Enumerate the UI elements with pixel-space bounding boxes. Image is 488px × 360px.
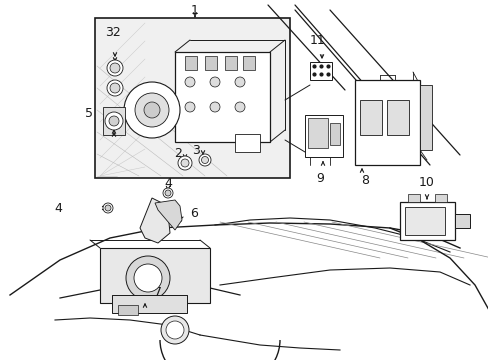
Circle shape [184,102,195,112]
Bar [175,52,269,142]
Circle shape [209,77,220,87]
Circle shape [110,83,120,93]
Bar [224,56,237,70]
Bar [359,100,381,135]
Bar [95,18,289,178]
Circle shape [199,154,210,166]
Bar [309,62,331,80]
Circle shape [105,112,123,130]
Bar [307,118,327,148]
Circle shape [235,77,244,87]
Circle shape [184,77,195,87]
Text: 11: 11 [309,33,325,46]
Text: 10: 10 [418,176,434,189]
Bar [112,295,186,313]
Circle shape [109,116,119,126]
Bar [204,56,217,70]
Circle shape [143,102,160,118]
Circle shape [126,256,170,300]
Bar [235,134,260,152]
Text: 6: 6 [190,207,198,220]
Bar [419,85,431,150]
Text: 5: 5 [85,107,93,120]
Bar [329,123,339,145]
Text: 2: 2 [174,147,182,159]
Circle shape [201,157,208,163]
Bar [100,248,209,303]
Circle shape [107,60,123,76]
Text: 32: 32 [105,26,121,39]
Bar [407,194,419,202]
Bar [434,194,446,202]
Circle shape [235,102,244,112]
Circle shape [163,188,173,198]
Text: 4: 4 [164,176,172,189]
Bar [404,207,444,235]
Bar [175,92,204,128]
Bar [118,305,138,315]
Circle shape [107,80,123,96]
Circle shape [161,316,189,344]
Bar [103,107,125,135]
Text: 3: 3 [192,144,200,157]
Bar [454,214,469,228]
Bar [386,100,408,135]
Circle shape [181,159,189,167]
Circle shape [165,321,183,339]
Circle shape [103,203,113,213]
Bar [305,115,342,157]
Circle shape [134,264,162,292]
Text: 8: 8 [360,174,368,186]
Bar [399,202,454,240]
Circle shape [124,82,180,138]
Bar [354,80,419,165]
Circle shape [178,156,192,170]
Text: 4: 4 [54,202,62,215]
Polygon shape [155,200,182,230]
Circle shape [164,190,171,196]
Text: 9: 9 [315,171,323,185]
Text: 1: 1 [191,4,199,17]
Circle shape [209,102,220,112]
Circle shape [135,93,169,127]
Bar [184,56,197,70]
Circle shape [110,63,120,73]
Text: 7: 7 [154,287,162,300]
Bar [243,56,254,70]
Circle shape [105,205,111,211]
Polygon shape [140,198,170,243]
